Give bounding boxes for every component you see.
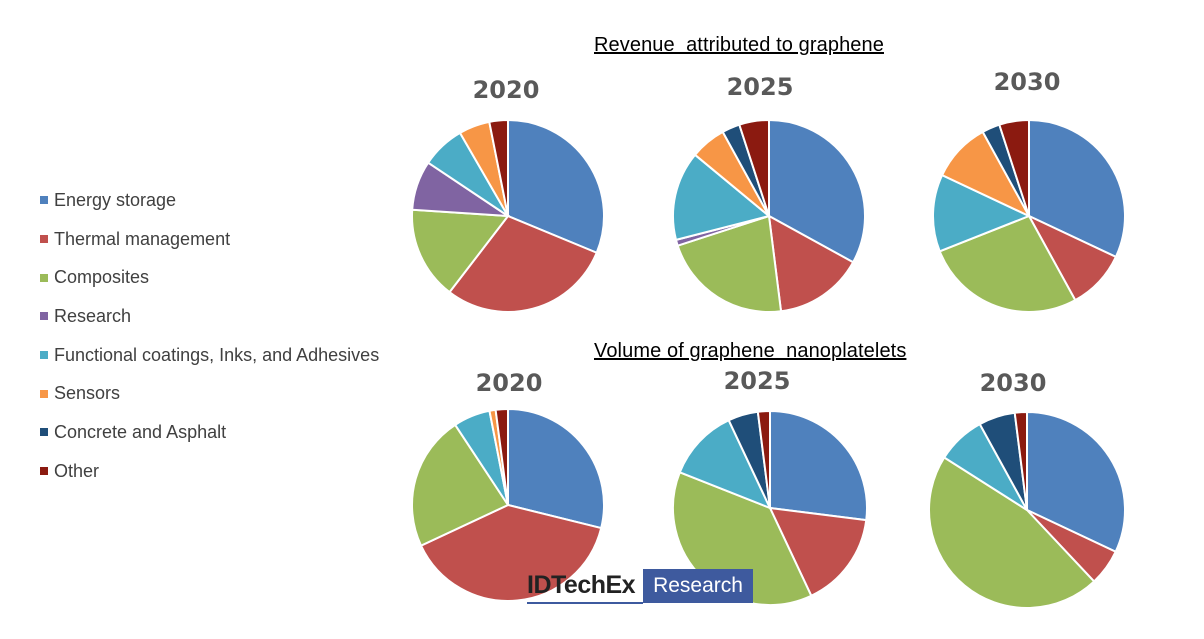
pie-slice-energy-storage: [507, 407, 605, 530]
pie-slice-energy-storage: [1026, 410, 1126, 554]
logo-brand: IDTechEx: [527, 568, 644, 604]
legend-swatch: [40, 273, 48, 282]
legend-item: Composites: [40, 258, 379, 297]
idtechex-logo: IDTechEx Research: [527, 568, 753, 604]
pie-slice-composites: [411, 423, 510, 547]
pie-slice-functional-coatings-inks-and-adhesives: [678, 418, 772, 510]
legend-label: Concrete and Asphalt: [54, 421, 227, 442]
volume-2025-title: 2025: [723, 367, 791, 395]
pie-slice-composites: [938, 214, 1077, 314]
chart-legend: Energy storage Thermal management Composit…: [40, 181, 379, 491]
legend-item: Functional coatings, Inks, and Adhesives: [40, 336, 379, 375]
pie-slice-composites: [411, 208, 510, 294]
legend-item: Sensors: [40, 374, 379, 413]
legend-label: Other: [54, 460, 100, 481]
pie-slice-other: [1013, 410, 1028, 511]
pie-slice-energy-storage: [1028, 118, 1126, 259]
pie-slice-thermal-management: [767, 214, 855, 313]
legend-label: Thermal management: [54, 228, 231, 249]
legend-item: Other: [40, 452, 379, 491]
pie-slice-energy-storage: [768, 118, 867, 264]
pie-slice-other: [998, 118, 1030, 217]
pie-slice-functional-coatings-inks-and-adhesives: [672, 153, 772, 242]
legend-label: Research: [54, 305, 132, 326]
legend-swatch: [40, 351, 48, 360]
pie-slice-energy-storage: [769, 409, 868, 522]
volume-section-title: Volume of graphene nanoplatelets: [594, 340, 907, 362]
legend-item: Energy storage: [40, 181, 379, 220]
legend-swatch: [40, 428, 48, 437]
legend-item: Thermal management: [40, 220, 379, 259]
legend-label: Composites: [54, 267, 150, 288]
pie-slice-thermal-management: [419, 503, 603, 602]
legend-label: Sensors: [54, 383, 121, 404]
pie-slice-other: [494, 407, 509, 506]
legend-swatch: [40, 312, 48, 321]
volume-2020-title: 2020: [475, 369, 543, 397]
legend-item: Research: [40, 297, 379, 336]
pie-slice-functional-coatings-inks-and-adhesives: [932, 173, 1032, 253]
pie-slice-energy-storage: [507, 118, 605, 255]
pie-slice-thermal-management: [448, 214, 598, 313]
legend-swatch: [40, 196, 48, 205]
revenue-2020-title: 2020: [472, 76, 540, 104]
revenue-2030-title: 2030: [993, 68, 1061, 96]
revenue-2025-title: 2025: [726, 73, 794, 101]
pie-slice-thermal-management: [768, 506, 868, 598]
logo-tag: Research: [643, 569, 753, 603]
pie-slice-other: [756, 409, 771, 509]
legend-label: Energy storage: [54, 189, 177, 210]
pie-slice-other: [488, 118, 509, 217]
legend-swatch: [40, 389, 48, 398]
legend-item: Concrete and Asphalt: [40, 413, 379, 452]
volume-2030-title: 2030: [979, 369, 1047, 397]
pie-slice-other: [738, 118, 770, 217]
legend-swatch: [40, 235, 48, 244]
pie-slice-composites: [928, 456, 1096, 609]
legend-label: Functional coatings, Inks, and Adhesives: [54, 344, 380, 365]
pie-slice-composites: [676, 214, 783, 313]
legend-swatch: [40, 467, 48, 476]
revenue-section-title: Revenue attributed to graphene: [594, 34, 884, 56]
